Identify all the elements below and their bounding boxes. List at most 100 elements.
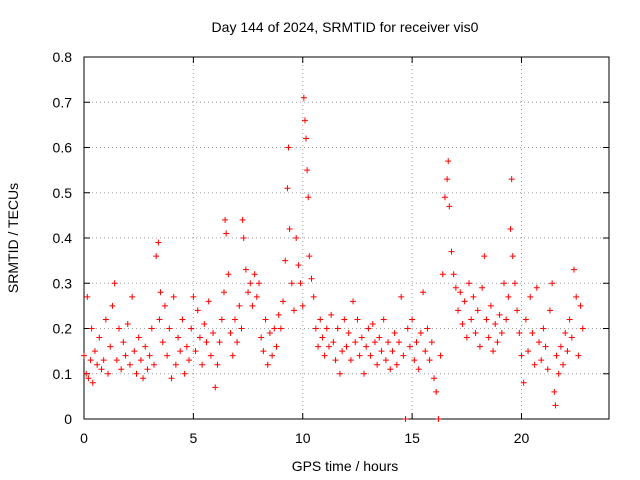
data-point (549, 280, 556, 287)
data-point (560, 361, 567, 368)
data-point (400, 352, 407, 359)
data-point (164, 352, 171, 359)
data-point (492, 320, 499, 327)
data-point (140, 375, 147, 382)
data-point (328, 311, 335, 318)
data-point (476, 343, 483, 350)
data-point (437, 352, 444, 359)
data-point (557, 343, 564, 350)
data-point (269, 352, 276, 359)
data-point (88, 325, 95, 332)
data-point (126, 361, 133, 368)
data-point (455, 307, 462, 314)
data-point (415, 366, 422, 373)
data-point (118, 366, 125, 373)
data-point (555, 370, 562, 377)
data-point (91, 348, 98, 355)
data-point (301, 117, 308, 124)
data-point (474, 307, 481, 314)
data-point (358, 334, 365, 341)
axis-ticks: 0 0.1 0.2 0.3 0.4 0.5 0.6 0.7 0.8 0 5 10 15 20 (53, 49, 609, 446)
data-point (111, 280, 118, 287)
data-point (538, 357, 545, 364)
data-point (310, 293, 317, 300)
data-point (387, 366, 394, 373)
data-point (448, 248, 455, 255)
data-point (439, 271, 446, 278)
data-point (295, 262, 302, 269)
data-point (286, 225, 293, 232)
data-point (194, 307, 201, 314)
data-point (148, 325, 155, 332)
data-point (540, 325, 547, 332)
data-point (175, 334, 182, 341)
grid-lines (84, 57, 609, 419)
data-point (109, 302, 116, 309)
data-point (94, 361, 101, 368)
data-point (369, 320, 376, 327)
data-point (575, 352, 582, 359)
data-point (156, 316, 163, 323)
data-point (146, 352, 153, 359)
data-point (457, 289, 464, 296)
data-point (240, 235, 247, 241)
data-point (321, 352, 328, 359)
data-point (303, 135, 310, 142)
data-point (249, 302, 256, 309)
data-point (188, 325, 195, 332)
data-point (285, 144, 292, 151)
data-point (181, 370, 188, 377)
data-point (304, 167, 311, 174)
data-point (435, 416, 442, 422)
data-point (542, 343, 549, 350)
data-point (256, 280, 262, 287)
data-point (133, 370, 140, 377)
data-point (472, 330, 479, 337)
data-point (459, 320, 466, 327)
data-point (183, 343, 190, 350)
data-point (566, 316, 573, 323)
data-point (81, 352, 87, 359)
data-point (161, 302, 168, 309)
data-point (562, 330, 569, 337)
data-point (354, 316, 361, 323)
data-point (450, 271, 457, 278)
data-point (536, 339, 542, 346)
data-point (218, 316, 225, 323)
data-point (96, 334, 103, 341)
plot-frame (83, 56, 610, 420)
data-point (186, 357, 192, 364)
data-point (406, 343, 413, 350)
data-point (334, 325, 341, 332)
y-tick-label: 0.8 (53, 49, 73, 65)
data-point (511, 280, 518, 287)
data-point (247, 280, 254, 287)
data-point (319, 334, 326, 341)
data-point (487, 302, 494, 309)
data-point (242, 266, 249, 273)
data-point (190, 293, 197, 300)
data-point (505, 293, 512, 300)
data-point (100, 357, 107, 364)
data-point (490, 348, 497, 355)
y-tick-label: 0.7 (53, 94, 73, 110)
data-point (573, 293, 580, 300)
data-point (300, 94, 307, 101)
data-point (203, 339, 210, 346)
data-points (81, 94, 586, 422)
data-point (398, 293, 405, 300)
data-point (404, 325, 411, 332)
data-point (330, 339, 337, 346)
data-point (365, 325, 372, 332)
data-point (501, 280, 507, 287)
data-point (312, 325, 319, 332)
data-point (568, 334, 575, 341)
data-point (291, 307, 297, 314)
data-point (452, 284, 459, 291)
data-point (483, 316, 490, 323)
data-point (199, 361, 206, 368)
data-point (552, 402, 559, 409)
data-point (420, 289, 427, 296)
data-point (426, 357, 433, 364)
data-point (251, 271, 258, 278)
